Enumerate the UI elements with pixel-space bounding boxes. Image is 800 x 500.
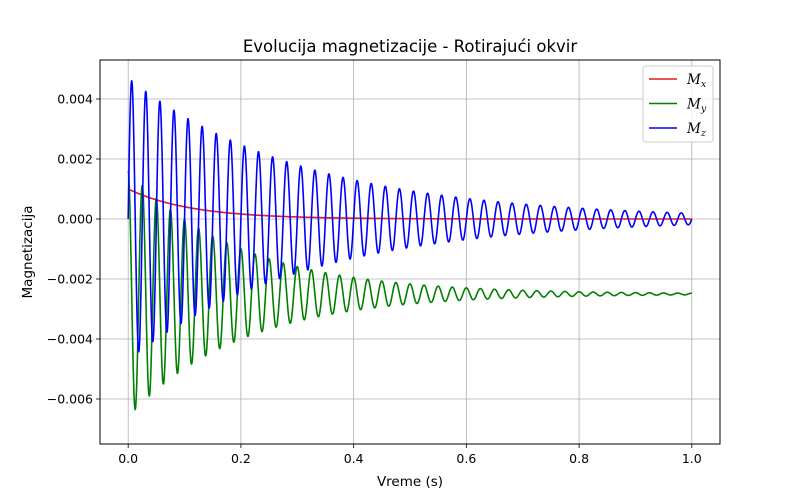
y-tick-label: 0.002 — [57, 152, 93, 167]
series-line-mz — [127, 80, 693, 353]
y-tick-label: 0.000 — [57, 212, 93, 227]
plot-frame — [99, 59, 721, 445]
legend-label-subscript: z — [700, 128, 707, 139]
y-axis-label: Magnetizacija — [20, 206, 36, 299]
x-tick-label: 0.4 — [344, 451, 364, 466]
legend-entry-mx: Mx — [686, 72, 707, 90]
y-tick-label: −0.002 — [47, 272, 93, 287]
legend-label-subscript: y — [700, 104, 707, 115]
y-tick-label: −0.006 — [47, 392, 93, 407]
legend-label: M — [686, 72, 702, 88]
legend-entry-my: My — [686, 97, 707, 115]
legend-box — [642, 65, 714, 143]
x-tick-label: 1.0 — [682, 451, 702, 466]
legend-label: M — [686, 97, 702, 113]
y-tick-label: 0.004 — [57, 92, 93, 107]
y-tick-label: −0.004 — [47, 332, 93, 347]
legend-entry-mz: Mz — [686, 121, 707, 139]
series-group — [127, 80, 693, 411]
x-tick-label: 0.6 — [456, 451, 476, 466]
x-tick-label: 0.8 — [569, 451, 589, 466]
series-line-my — [127, 170, 693, 411]
chart-title: Evolucija magnetizacije - Rotirajući okv… — [243, 37, 578, 56]
legend-label: M — [686, 121, 702, 137]
x-tick-label: 0.0 — [118, 451, 138, 466]
ticks: 0.0 0.2 0.4 0.6 0.8 1.0 0.004 0.002 0.000 −0.002 −… — [47, 92, 702, 467]
x-axis-label: Vreme (s) — [377, 474, 443, 490]
x-tick-label: 0.2 — [231, 451, 251, 466]
legend-label-subscript: x — [701, 79, 707, 90]
